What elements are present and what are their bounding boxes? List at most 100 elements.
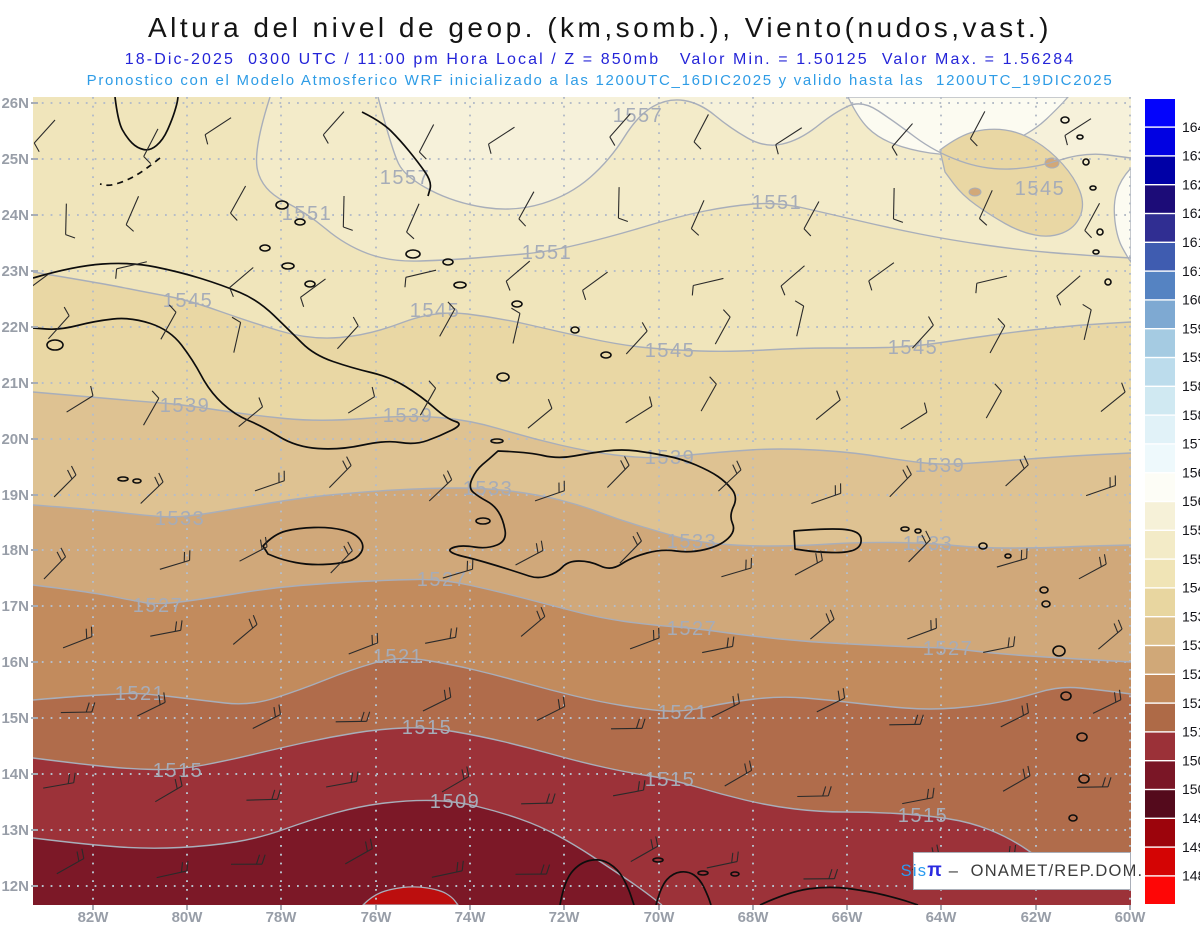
lat-label: 14N — [1, 766, 29, 783]
wind-barb — [868, 262, 895, 291]
contour-label-1515: 1515 — [645, 769, 696, 791]
colorbar-cell — [1145, 790, 1175, 818]
axis-labels: 26N 25N 24N 23N 22N 21N 20N 19N 18N 17N 16N 15N 14N 1… — [1, 95, 1146, 926]
wind-barb — [230, 185, 247, 221]
island-outline — [1052, 645, 1066, 657]
coastlines — [33, 97, 1112, 905]
island-outline — [1092, 249, 1100, 255]
wind-barb — [810, 609, 835, 640]
lat-label: 17N — [1, 598, 29, 615]
wind-barb — [892, 187, 904, 223]
lon-label: 76W — [361, 909, 393, 926]
wind-barb — [611, 718, 646, 730]
colorbar-label: 1551 — [1182, 551, 1200, 567]
lon-label: 60W — [1115, 909, 1147, 926]
wind-barb — [441, 766, 470, 793]
island-outline — [1104, 278, 1112, 286]
wind-barb — [231, 316, 242, 353]
wind-barb — [422, 687, 452, 712]
contour-label-1521: 1521 — [373, 646, 424, 668]
wind-barb — [527, 398, 553, 429]
wind-barb — [582, 271, 608, 301]
island-outline — [697, 870, 709, 876]
wind-barb — [630, 836, 659, 863]
map-area: 1557 1557 1551 1551 1551 1545 1545 1545 1545 1539… — [33, 97, 1131, 905]
colorbar-label: 1557 — [1182, 522, 1200, 538]
wind-barb — [33, 274, 48, 287]
contour-1515 — [33, 727, 1131, 882]
colorbar-label: 1635 — [1182, 148, 1200, 164]
wind-barb — [1000, 702, 1029, 728]
coastline-jamaica — [262, 526, 364, 566]
contour-label-1521: 1521 — [658, 702, 709, 724]
island-outline — [1060, 116, 1070, 124]
colorbar-label: 1587 — [1182, 378, 1200, 394]
island-outline — [914, 528, 922, 534]
colorbar-cell — [1145, 99, 1175, 127]
lat-label: 24N — [1, 207, 29, 224]
contour-label-1515: 1515 — [402, 717, 453, 739]
valid-time-line: 18-Dic-2025 0300 UTC / 11:00 pm Hora Loc… — [124, 51, 1076, 68]
island-outline — [1004, 553, 1012, 559]
island-outline — [1076, 134, 1084, 140]
contour-label-1557: 1557 — [380, 167, 431, 189]
attribution-badge: Sis π – ONAMET/REP.DOM. — [901, 852, 1142, 890]
colorbar-label: 1593 — [1182, 349, 1200, 365]
lat-label: 13N — [1, 822, 29, 839]
colorbar-cell — [1145, 358, 1175, 386]
wind-barb — [1100, 382, 1126, 412]
wind-barb — [115, 261, 147, 279]
wind-barb — [159, 550, 191, 570]
wind-barb — [983, 636, 1016, 653]
wind-barb — [335, 711, 371, 723]
island-outline — [570, 326, 580, 334]
contour-label-1527: 1527 — [417, 569, 468, 591]
colorbar-label: 1539 — [1182, 608, 1200, 624]
lon-label: 74W — [455, 909, 487, 926]
wind-barb — [322, 111, 345, 144]
wind-barb — [520, 607, 546, 637]
lat-label: 18N — [1, 542, 29, 559]
island-outline — [475, 517, 491, 525]
lon-label: 62W — [1021, 909, 1053, 926]
colorbar-label: 1485 — [1182, 868, 1200, 884]
coastline-paraguana-peninsula — [655, 870, 712, 905]
wind-barb — [160, 304, 177, 340]
island-outline — [730, 871, 740, 877]
wind-barb — [989, 318, 1006, 354]
low-1503-red — [362, 886, 459, 905]
island-outline — [600, 351, 612, 359]
closed-contour-patches — [362, 97, 1131, 905]
wind-barb — [691, 277, 724, 296]
island-outline — [405, 249, 421, 259]
lat-label: 20N — [1, 431, 29, 448]
island-outline — [117, 476, 129, 482]
wind-barb — [811, 483, 842, 505]
wind-barb — [515, 540, 544, 566]
high-1563-b — [1113, 167, 1131, 264]
colorbar-cell — [1145, 329, 1175, 357]
colorbar-label: 1641 — [1182, 119, 1200, 135]
wind-barb — [711, 693, 740, 718]
colorbar-cell — [1145, 732, 1175, 760]
colorbar-label: 1581 — [1182, 407, 1200, 423]
lon-label: 64W — [926, 909, 958, 926]
wind-barb — [47, 306, 70, 340]
wind-barb — [1084, 202, 1101, 239]
wind-barb — [693, 114, 709, 150]
wind-barb — [803, 868, 839, 880]
wind-barb — [690, 200, 705, 236]
island-outline — [1096, 228, 1104, 236]
contour-label-1545: 1545 — [1015, 178, 1066, 200]
colorbar-cell — [1145, 387, 1175, 415]
colorbar-label: 1497 — [1182, 810, 1200, 826]
wind-barb — [33, 119, 56, 153]
coastline-venezuela-coast — [759, 886, 919, 905]
contour-label-1533: 1533 — [667, 531, 718, 553]
colorbar-label: 1629 — [1182, 176, 1200, 192]
island-outline — [978, 542, 988, 550]
wind-barb — [511, 307, 521, 344]
lon-label: 82W — [78, 909, 110, 926]
contour-label-1551: 1551 — [522, 242, 573, 264]
lat-label: 12N — [1, 878, 29, 895]
